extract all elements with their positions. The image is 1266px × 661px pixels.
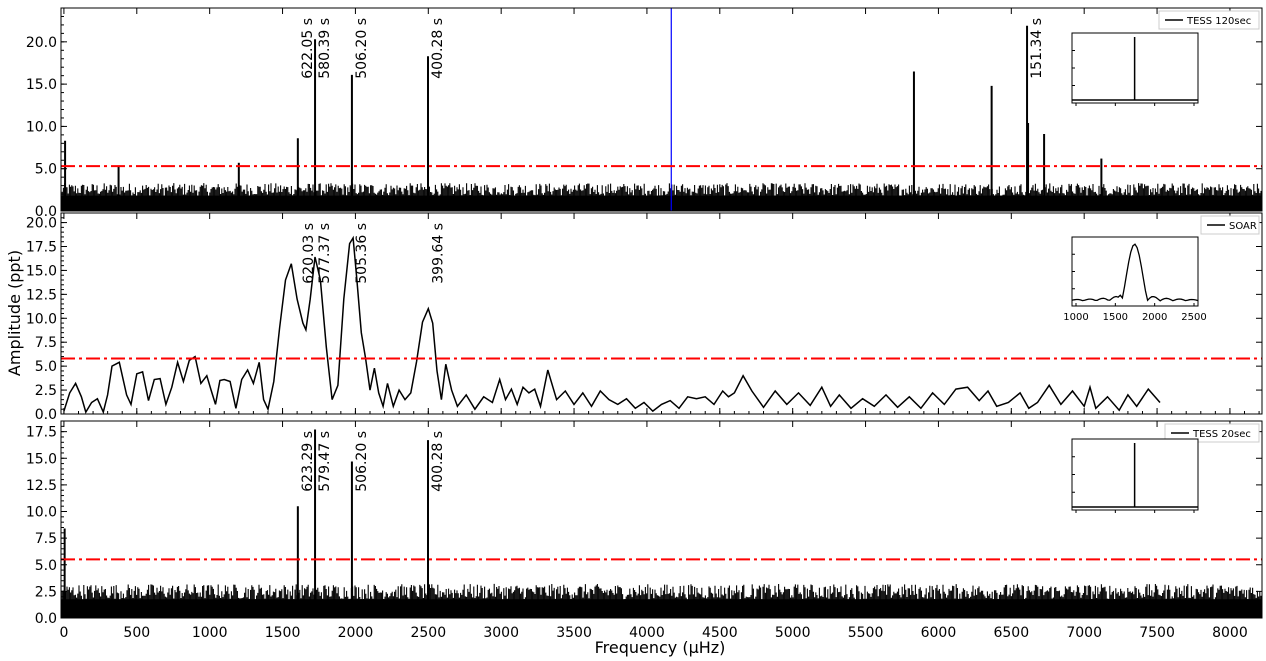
inset-plot <box>1071 32 1199 106</box>
inset-x-tick-label: 1000 <box>1063 312 1088 323</box>
y-tick-label: 0.0 <box>35 611 57 627</box>
peak-period-label: 506.20 s <box>354 431 370 492</box>
x-tick-label: 500 <box>123 625 150 641</box>
peak-period-label: 579.47 s <box>317 431 333 492</box>
legend: SOAR <box>1200 215 1260 235</box>
legend-box <box>1158 10 1260 30</box>
peak-period-label: 577.37 s <box>317 223 333 284</box>
panel-1: 0.0 5.0 10.0 15.0 20.0 622.05 s 580.39 s 506.20… <box>26 7 1263 220</box>
inset-x-tick-label: 2500 <box>1181 312 1206 323</box>
peak-period-label: 620.03 s <box>301 223 317 284</box>
peak-period-label: 151.34 s <box>1029 18 1045 79</box>
x-tick-label: 7500 <box>1139 625 1175 641</box>
legend-label: TESS 20sec <box>1192 429 1251 440</box>
x-axis-label: Frequency (μHz) <box>595 638 726 657</box>
x-tick-label: 7000 <box>1066 625 1102 641</box>
legend-label: TESS 120sec <box>1186 16 1251 27</box>
x-tick-label: 1000 <box>192 625 228 641</box>
soar-amplitude-curve <box>63 235 1161 414</box>
y-tick-label: 17.5 <box>26 240 57 256</box>
y-tick-label: 17.5 <box>26 425 57 441</box>
x-tick-label: 0 <box>59 625 68 641</box>
plot-area <box>61 235 1262 414</box>
legend-box <box>1200 215 1260 235</box>
x-tick-label: 5500 <box>848 625 884 641</box>
panel-2: 0.0 2.5 5.0 7.5 10.0 12.5 15.0 17.5 20.0 620.03 s… <box>26 212 1263 423</box>
plot-area <box>61 429 1262 618</box>
plot-area <box>61 8 1262 211</box>
peak-period-label: 580.39 s <box>317 18 333 79</box>
x-tick-label: 4000 <box>629 625 665 641</box>
panel-3: 0.0 2.5 5.0 7.5 10.0 12.5 15.0 17.5 0 500 1000 1500… <box>26 420 1263 641</box>
x-tick-label: 2000 <box>338 625 374 641</box>
peak-period-label: 623.29 s <box>300 431 316 492</box>
legend-box <box>1164 423 1260 443</box>
x-tick-label: 2500 <box>410 625 446 641</box>
y-tick-label: 20.0 <box>26 216 57 232</box>
x-tick-label: 5000 <box>775 625 811 641</box>
y-tick-label: 10.0 <box>26 119 57 135</box>
x-tick-label: 3000 <box>483 625 519 641</box>
y-tick-label: 20.0 <box>26 35 57 51</box>
inset-x-tick-label: 1500 <box>1103 312 1128 323</box>
y-tick-label: 10.0 <box>26 505 57 521</box>
y-tick-label: 15.0 <box>26 77 57 93</box>
legend: TESS 20sec <box>1164 423 1260 443</box>
inset-x-tick-label: 2000 <box>1142 312 1167 323</box>
legend: TESS 120sec <box>1158 10 1260 30</box>
y-tick-label: 2.5 <box>35 383 57 399</box>
x-tick-label: 8000 <box>1212 625 1248 641</box>
peak-period-label: 506.20 s <box>354 18 370 79</box>
inset-window-function <box>1071 243 1199 302</box>
noise-band <box>61 599 1262 618</box>
noise-band <box>61 195 1262 211</box>
peak-period-label: 622.05 s <box>300 18 316 79</box>
peak-period-label: 399.64 s <box>430 223 446 284</box>
x-tick-label: 3500 <box>556 625 592 641</box>
y-tick-label: 5.0 <box>35 558 57 574</box>
x-tick-label: 1500 <box>265 625 301 641</box>
peak-period-label: 400.28 s <box>430 431 446 492</box>
y-tick-label: 5.0 <box>35 359 57 375</box>
y-tick-label: 10.0 <box>26 311 57 327</box>
peak-period-label: 400.28 s <box>430 18 446 79</box>
y-tick-label: 12.5 <box>26 287 57 303</box>
inset-frame <box>1071 236 1199 307</box>
y-tick-label: 12.5 <box>26 478 57 494</box>
y-tick-label: 5.0 <box>35 162 57 178</box>
x-tick-label: 6000 <box>921 625 957 641</box>
y-axis-label: Amplitude (ppt) <box>5 250 24 376</box>
y-tick-label: 15.0 <box>26 263 57 279</box>
legend-label: SOAR <box>1229 221 1257 232</box>
panels: 0.0 5.0 10.0 15.0 20.0 622.05 s 580.39 s 506.20… <box>26 7 1263 641</box>
y-tick-label: 7.5 <box>35 531 57 547</box>
y-tick-label: 0.0 <box>35 407 57 423</box>
x-tick-label: 6500 <box>993 625 1029 641</box>
inset-plot: 1000 1500 2000 2500 <box>1063 236 1207 323</box>
inset-plot <box>1071 438 1199 513</box>
y-tick-label: 2.5 <box>35 584 57 600</box>
y-tick-label: 7.5 <box>35 335 57 351</box>
y-tick-label: 0.0 <box>35 204 57 220</box>
y-tick-label: 15.0 <box>26 451 57 467</box>
peak-period-label: 505.36 s <box>354 223 370 284</box>
x-tick-label: 4500 <box>702 625 738 641</box>
